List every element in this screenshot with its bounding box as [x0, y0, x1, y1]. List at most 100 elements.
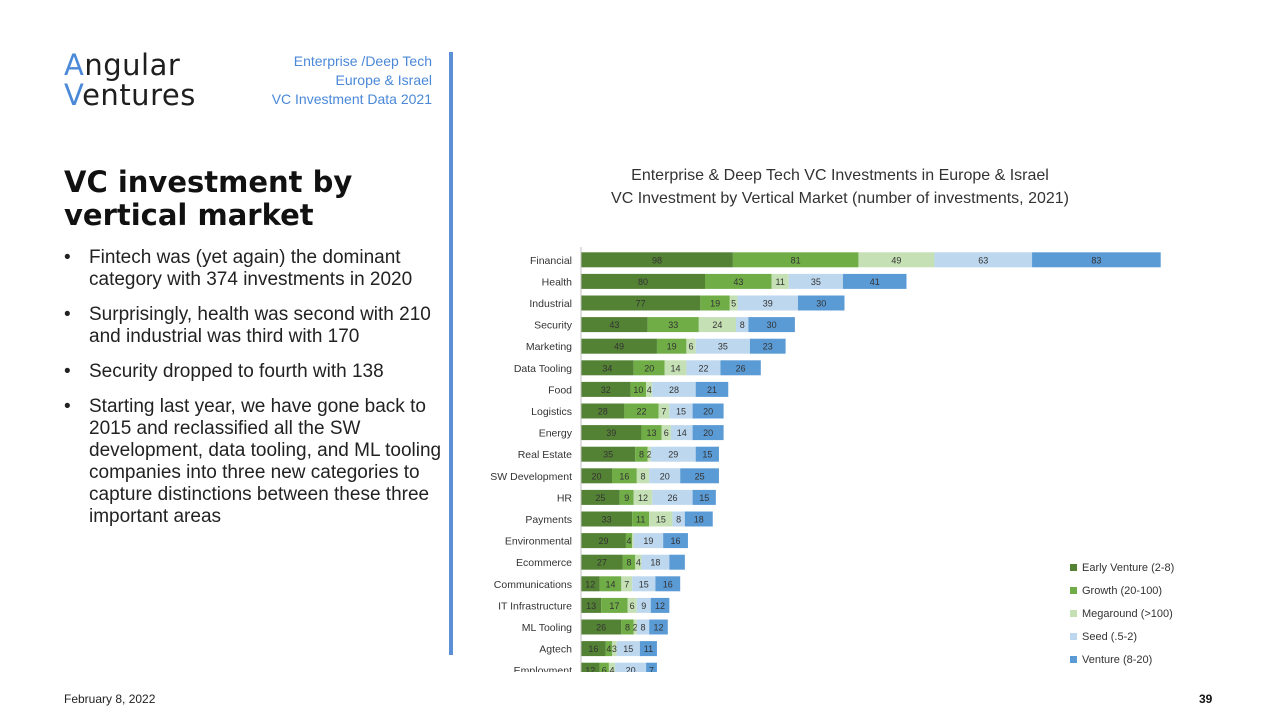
category-label: Agtech [539, 644, 572, 656]
bar-segment [652, 489, 693, 505]
chart-subtitle: VC Investment by Vertical Market (number… [611, 190, 1069, 207]
bar-value-label: 77 [636, 299, 646, 309]
bar-segment [788, 273, 843, 289]
bar-segment [664, 360, 687, 376]
chart-legend: Early Venture (2-8) Growth (20-100) Megaro… [1070, 556, 1174, 671]
bar-segment [670, 425, 693, 441]
bar-segment [798, 295, 845, 311]
bar-segment [650, 597, 670, 613]
bar-value-label: 20 [591, 471, 601, 481]
bar-value-label: 30 [816, 299, 826, 309]
bar-segment [732, 252, 859, 268]
bar-value-label: 15 [623, 644, 633, 654]
bar-value-label: 3 [612, 644, 617, 654]
bar-segment [695, 381, 729, 397]
bar-value-label: 27 [597, 558, 607, 568]
bar-segment [669, 403, 693, 419]
legend-swatch [1070, 610, 1077, 617]
bar-value-label: 29 [598, 536, 608, 546]
vertical-divider [449, 52, 453, 655]
bar-segment [581, 662, 600, 672]
bar-value-label: 43 [733, 277, 743, 287]
bar-segment [649, 511, 673, 527]
bar-segment [625, 533, 633, 549]
legend-label: Early Venture (2-8) [1082, 561, 1175, 574]
bar-segment [636, 597, 651, 613]
bar-segment [636, 468, 650, 484]
subtitle-line-3: VC Investment Data 2021 [271, 91, 432, 107]
category-label: HR [557, 492, 573, 504]
bar-segment [692, 425, 724, 441]
bar-segment [608, 662, 616, 672]
bar-segment [737, 295, 798, 311]
category-label: Ecommerce [516, 557, 572, 569]
legend-swatch [1070, 656, 1077, 663]
bar-segment [684, 511, 713, 527]
bar-value-label: 43 [609, 320, 619, 330]
bar-value-label: 39 [606, 428, 616, 438]
bar-value-label: 18 [650, 558, 660, 568]
bar-segment [601, 597, 628, 613]
bar-value-label: 20 [703, 428, 713, 438]
bar-value-label: 11 [636, 515, 645, 525]
bar-value-label: 49 [891, 255, 901, 265]
bar-value-label: 8 [676, 515, 681, 525]
bar-segment [771, 273, 789, 289]
bar-segment [663, 533, 688, 549]
bar-value-label: 20 [626, 666, 636, 672]
bar-value-label: 41 [870, 277, 880, 287]
chart-title: Enterprise & Deep Tech VC Investments in… [631, 167, 1049, 184]
bar-value-label: 81 [791, 255, 801, 265]
bar-value-label: 26 [596, 623, 606, 633]
bar-segment [627, 597, 637, 613]
bullet-item: Starting last year, we have gone back to… [64, 396, 442, 528]
bar-value-label: 98 [652, 255, 662, 265]
bar-segment [692, 403, 724, 419]
bar-value-label: 15 [639, 579, 649, 589]
company-logo: Angular Ventures [64, 50, 196, 110]
bar-segment [581, 425, 642, 441]
category-label: Data Tooling [514, 363, 572, 375]
bar-segment [605, 641, 612, 657]
bar-value-label: 14 [671, 363, 681, 373]
bar-value-label: 5 [731, 299, 736, 309]
bar-segment [646, 662, 657, 672]
bar-segment [581, 511, 633, 527]
bar-segment [720, 360, 761, 376]
bar-segment [655, 576, 681, 592]
bar-segment [633, 489, 653, 505]
bar-segment [581, 554, 623, 570]
bar-segment [632, 576, 656, 592]
bar-value-label: 83 [1091, 255, 1101, 265]
bar-value-label: 16 [588, 644, 598, 654]
legend-item: Megaround (>100) [1070, 602, 1174, 625]
bar-value-label: 26 [736, 363, 746, 373]
category-label: IT Infrastructure [498, 600, 572, 612]
footer-date: February 8, 2022 [64, 692, 156, 706]
bar-segment [641, 554, 670, 570]
bar-value-label: 12 [638, 493, 648, 503]
bar-value-label: 20 [644, 363, 654, 373]
bar-value-label: 24 [712, 320, 722, 330]
category-label: Marketing [526, 341, 572, 353]
bar-segment [581, 446, 636, 462]
bar-segment [649, 468, 681, 484]
bar-value-label: 10 [633, 385, 643, 395]
bar-value-label: 13 [647, 428, 657, 438]
page-title: VC investment by vertical market [64, 165, 353, 232]
bar-value-label: 17 [609, 601, 619, 611]
bar-segment [1032, 252, 1161, 268]
category-label: Employment [514, 665, 572, 672]
category-label: Logistics [531, 406, 572, 418]
bar-segment [581, 597, 602, 613]
subtitle-line-1: Enterprise /Deep Tech [293, 53, 432, 69]
bar-segment [652, 381, 696, 397]
bar-value-label: 7 [624, 579, 629, 589]
bar-value-label: 12 [585, 666, 595, 672]
bar-value-label: 9 [641, 601, 646, 611]
bar-segment [581, 317, 648, 333]
bar-segment [641, 425, 662, 441]
bar-segment [619, 489, 634, 505]
bar-value-label: 20 [660, 471, 670, 481]
